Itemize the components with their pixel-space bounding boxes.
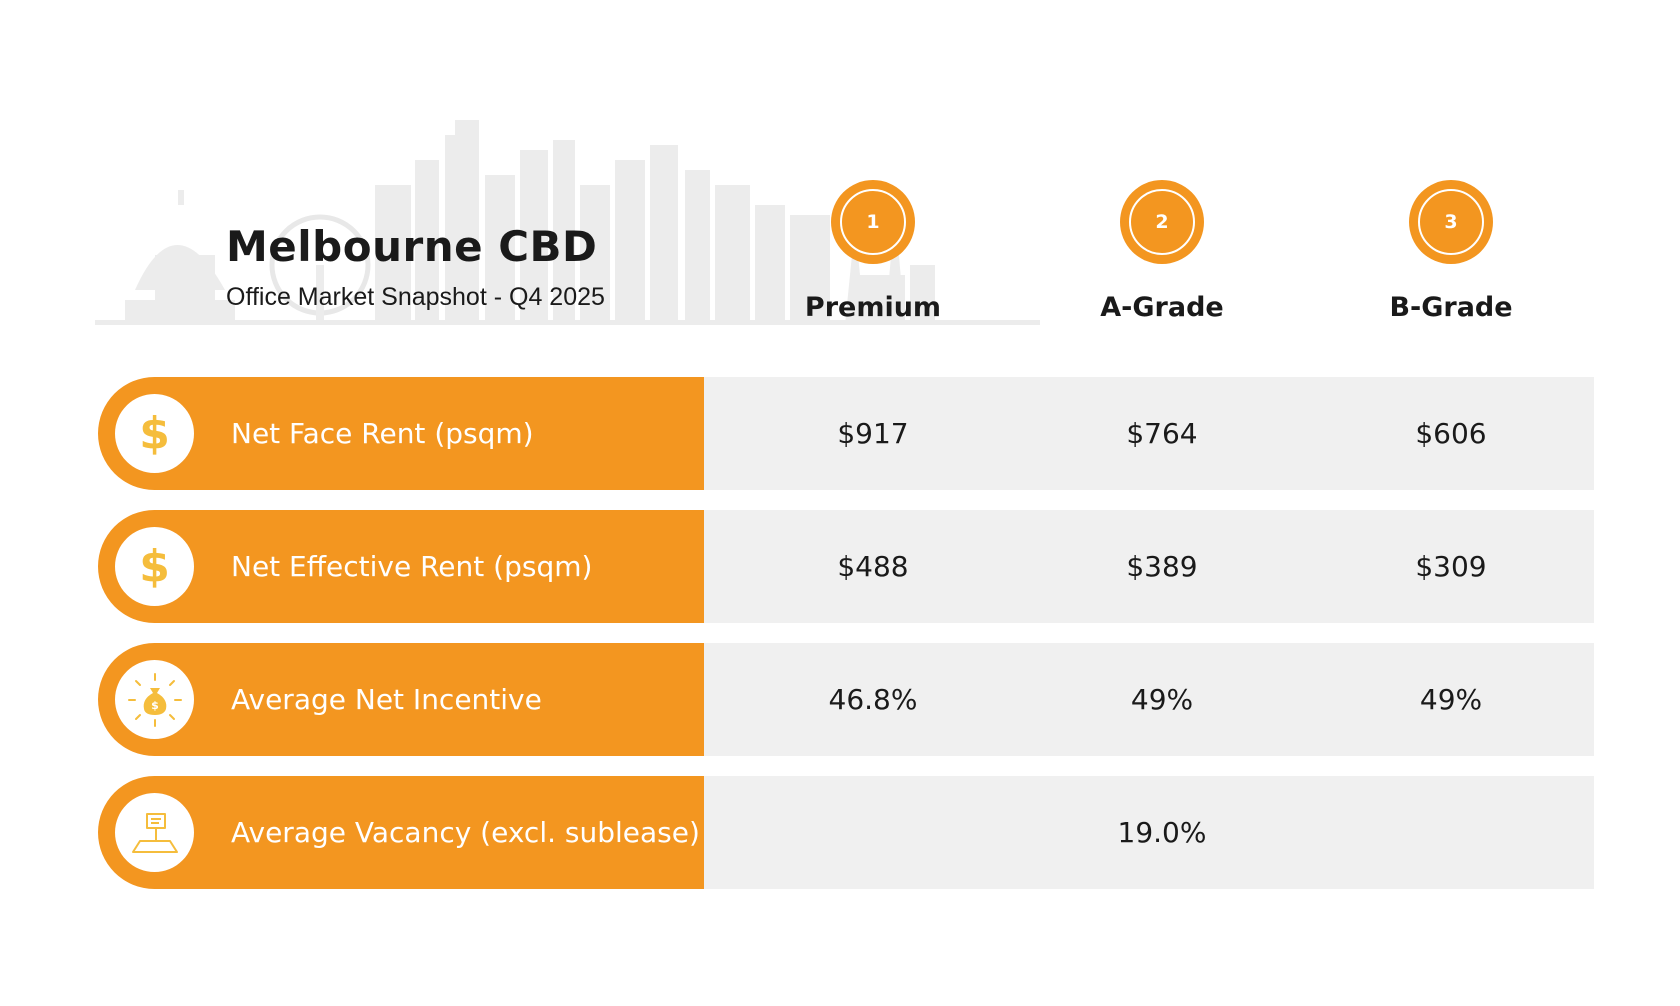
value-merged-all-grades: 19.0%: [1117, 816, 1207, 849]
metric-values-band: $917 $764 $606: [704, 377, 1594, 490]
value-a-grade: $389: [1126, 550, 1198, 583]
metric-row-net-face-rent: $ Net Face Rent (psqm) $917 $764 $606: [98, 377, 1594, 490]
column-number: 3: [1418, 189, 1484, 255]
metric-values-band: $488 $389 $309: [704, 510, 1594, 623]
metric-row-net-effective-rent: $ Net Effective Rent (psqm) $488 $389 $3…: [98, 510, 1594, 623]
value-premium: $917: [837, 417, 909, 450]
metric-label: Average Net Incentive: [231, 683, 542, 716]
value-premium: $488: [837, 550, 909, 583]
value-a-grade: $764: [1126, 417, 1198, 450]
metric-label-band: $ Average Net Incentive: [98, 643, 704, 756]
metric-label-band: $ Net Face Rent (psqm): [98, 377, 704, 490]
column-number: 2: [1129, 189, 1195, 255]
column-number-badge: 2: [1120, 180, 1204, 264]
value-b-grade: 49%: [1419, 683, 1483, 716]
metric-label: Average Vacancy (excl. sublease): [231, 816, 700, 849]
dollar-icon: $: [115, 527, 194, 606]
title-block: Melbourne CBD Office Market Snapshot - Q…: [226, 222, 605, 312]
metric-label: Net Effective Rent (psqm): [231, 550, 593, 583]
column-header-premium: 1 Premium: [763, 180, 983, 323]
value-b-grade: $309: [1415, 550, 1487, 583]
column-header-a-grade: 2 A-Grade: [1052, 180, 1272, 323]
column-label: B-Grade: [1389, 292, 1513, 323]
vacancy-sign-icon: [115, 793, 194, 872]
column-number: 1: [840, 189, 906, 255]
metric-row-average-net-incentive: $ Average Net Incentive 46.8% 49% 49%: [98, 643, 1594, 756]
metric-label-band: $ Net Effective Rent (psqm): [98, 510, 704, 623]
metric-row-average-vacancy: Average Vacancy (excl. sublease) 19.0%: [98, 776, 1594, 889]
column-label: A-Grade: [1100, 292, 1224, 323]
svg-text:$: $: [151, 699, 159, 712]
page-subtitle: Office Market Snapshot - Q4 2025: [226, 283, 605, 311]
metric-values-band: 46.8% 49% 49%: [704, 643, 1594, 756]
column-number-badge: 3: [1409, 180, 1493, 264]
page-title: Melbourne CBD: [226, 222, 598, 271]
value-premium: 46.8%: [828, 683, 918, 716]
column-number-badge: 1: [831, 180, 915, 264]
value-b-grade: $606: [1415, 417, 1487, 450]
metric-label-band: Average Vacancy (excl. sublease): [98, 776, 704, 889]
city-skyline-illustration: [95, 120, 1040, 325]
metric-label: Net Face Rent (psqm): [231, 417, 534, 450]
value-a-grade: 49%: [1130, 683, 1194, 716]
metric-values-band: 19.0%: [704, 776, 1594, 889]
dollar-icon: $: [115, 394, 194, 473]
column-header-b-grade: 3 B-Grade: [1341, 180, 1561, 323]
money-bag-icon: $: [115, 660, 194, 739]
column-label: Premium: [804, 292, 942, 323]
